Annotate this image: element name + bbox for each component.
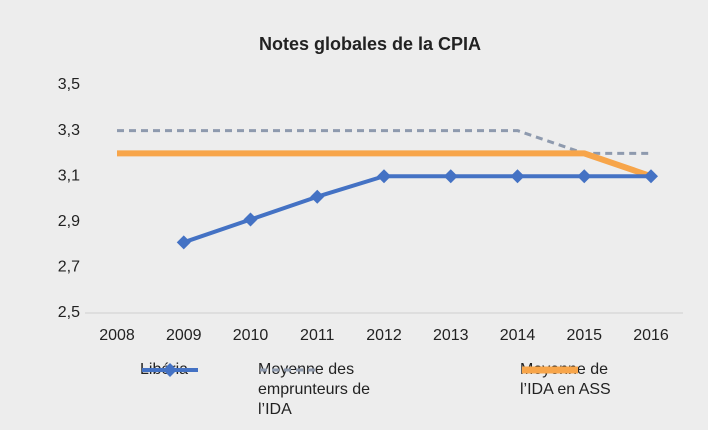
series-line — [117, 150, 652, 180]
x-tick-label: 2011 — [300, 327, 335, 344]
x-tick-label: 2016 — [633, 327, 669, 344]
y-tick-label: 3,1 — [58, 167, 80, 184]
marker — [176, 235, 191, 250]
x-tick-label: 2012 — [366, 327, 402, 344]
x-tick-label: 2008 — [99, 327, 135, 344]
marker — [443, 169, 458, 184]
marker — [644, 169, 658, 184]
y-tick-label: 3,3 — [58, 122, 80, 139]
x-tick-label: 2013 — [433, 327, 469, 344]
x-tick-label: 2015 — [566, 327, 602, 344]
chart: Notes globales de la CPIA 2,5 2,7 2,9 3,1 3,… — [58, 34, 683, 344]
legend-item: Libéria — [140, 360, 220, 380]
series-line — [117, 129, 651, 155]
legend-label: Moyenne des emprunteurs de l’IDA — [258, 361, 371, 418]
chart-title: Notes globales de la CPIA — [259, 34, 481, 54]
legend-marker — [163, 363, 177, 377]
x-tick-label: 2010 — [233, 327, 269, 344]
legend-item: Moyenne de l’IDA en ASS — [520, 360, 632, 400]
x-tick-label: 2014 — [500, 327, 536, 344]
marker — [510, 169, 525, 184]
series-line — [183, 174, 651, 245]
marker — [577, 169, 592, 184]
legend-swatch — [260, 368, 316, 372]
y-tick-label: 3,5 — [58, 76, 80, 93]
y-tick-label: 2,7 — [58, 259, 80, 276]
legend-swatch — [522, 366, 578, 374]
x-tick-label: 2009 — [166, 327, 202, 344]
legend-item: Moyenne des emprunteurs de l’IDA — [258, 360, 386, 420]
legend-swatch — [142, 363, 198, 377]
marker — [310, 189, 325, 204]
legend: Libéria Moyenne des emprunteurs de l’IDA M… — [0, 360, 708, 420]
y-tick-label: 2,5 — [58, 304, 80, 321]
y-tick-label: 2,9 — [58, 213, 80, 230]
marker — [243, 212, 258, 227]
marker — [377, 169, 391, 184]
